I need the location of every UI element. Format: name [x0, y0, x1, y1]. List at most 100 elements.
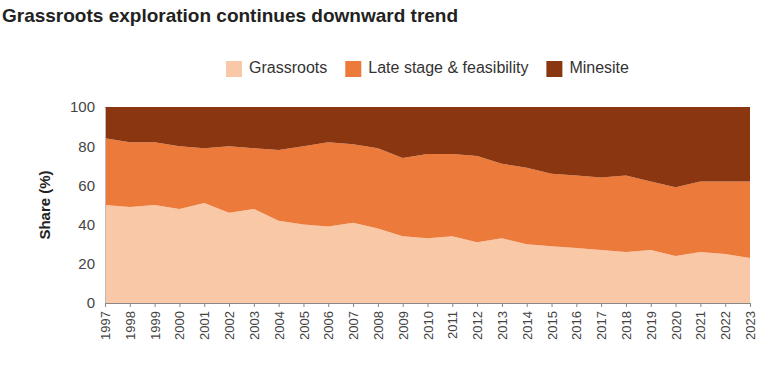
x-tick-mark	[254, 303, 255, 307]
x-tick-mark	[576, 303, 577, 307]
y-tick-label: 80	[78, 138, 95, 155]
x-tick-mark	[626, 303, 627, 307]
x-tick: 2003	[247, 303, 262, 340]
x-tick-mark	[130, 303, 131, 307]
x-tick-mark	[502, 303, 503, 307]
x-tick-label: 2011	[445, 311, 460, 339]
x-tick-label: 2018	[619, 311, 634, 340]
y-tick-label: 20	[78, 255, 95, 272]
x-tick-label: 2013	[495, 311, 510, 340]
legend-label: Late stage & feasibility	[368, 59, 528, 76]
x-tick: 2012	[470, 303, 485, 340]
x-tick-mark	[179, 303, 180, 307]
x-tick-label: 2006	[321, 311, 336, 340]
title: Grassroots exploration continues downwar…	[2, 5, 458, 26]
x-tick: 2009	[396, 303, 411, 340]
x-tick-label: 1998	[123, 311, 138, 340]
x-tick-label: 2009	[396, 311, 411, 340]
legend-swatch	[546, 61, 562, 77]
x-tick: 2010	[421, 303, 436, 340]
x-tick-label: 2010	[421, 311, 436, 340]
x-tick-label: 2019	[644, 311, 659, 340]
x-tick-mark	[477, 303, 478, 307]
x-tick-label: 1997	[98, 311, 113, 340]
x-tick-label: 2021	[693, 311, 708, 340]
x-tick-label: 2017	[594, 311, 609, 340]
x-tick-mark	[403, 303, 404, 307]
x-tick-label: 2001	[197, 311, 212, 340]
x-tick: 2016	[569, 303, 584, 340]
y-axis-line	[105, 108, 106, 304]
x-tick-label: 2023	[743, 311, 758, 340]
y-tick-label: 40	[78, 216, 95, 233]
x-tick-mark	[279, 303, 280, 307]
x-tick-mark	[651, 303, 652, 307]
legend-item: Grassroots	[226, 59, 327, 77]
legend-label: Grassroots	[249, 59, 327, 76]
y-tick-label: 0	[87, 294, 95, 311]
legend-item: Late stage & feasibility	[345, 59, 528, 77]
x-tick: 2023	[743, 303, 758, 340]
x-tick-mark	[725, 303, 726, 307]
x-tick-mark	[328, 303, 329, 307]
x-tick-label: 2007	[346, 311, 361, 340]
areas	[105, 107, 750, 303]
plot: 0 20 40 60 80 100 1997 1998 1999 2000 2001 2002 2003…	[70, 98, 758, 340]
x-tick-label: 2012	[470, 311, 485, 340]
x-tick: 2001	[197, 303, 212, 340]
x-tick: 2017	[594, 303, 609, 340]
x-tick-label: 2004	[272, 311, 287, 340]
x-tick-mark	[303, 303, 304, 307]
legend-swatch	[345, 61, 361, 77]
x-tick: 2007	[346, 303, 361, 340]
x-tick-mark	[750, 303, 751, 307]
x-tick: 2019	[644, 303, 659, 340]
x-tick-mark	[353, 303, 354, 307]
x-tick: 2008	[371, 303, 386, 340]
x-tick-label: 2022	[718, 311, 733, 340]
x-tick-mark	[676, 303, 677, 307]
x-tick: 1999	[148, 303, 163, 340]
x-tick-mark	[452, 303, 453, 307]
x-tick: 2014	[520, 303, 535, 340]
x-tick: 2021	[693, 303, 708, 340]
y-tick: 60	[78, 177, 105, 194]
y-axis: 0 20 40 60 80 100	[70, 98, 106, 311]
x-tick: 2020	[669, 303, 684, 340]
x-tick-label: 2014	[520, 311, 535, 340]
legend-label: Minesite	[569, 59, 629, 76]
y-tick-label: 60	[78, 177, 95, 194]
x-tick: 2002	[222, 303, 237, 340]
x-tick-label: 2005	[297, 311, 312, 340]
x-tick-mark	[527, 303, 528, 307]
x-tick: 2005	[297, 303, 312, 340]
x-tick: 2015	[545, 303, 560, 340]
x-tick: 2022	[718, 303, 733, 340]
x-tick-label: 2015	[545, 311, 560, 340]
chart: Grassroots exploration continues downwar…	[0, 0, 780, 385]
area	[105, 107, 750, 187]
x-tick: 2004	[272, 303, 287, 340]
y-tick: 0	[87, 294, 105, 311]
y-tick: 20	[78, 255, 105, 272]
x-tick: 1998	[123, 303, 138, 340]
x-tick-label: 1999	[148, 311, 163, 340]
y-tick: 80	[78, 138, 105, 155]
x-axis: 1997 1998 1999 2000 2001 2002 2003 2004 2005 2006…	[98, 303, 758, 340]
x-tick-label: 2020	[669, 311, 684, 340]
legend-swatch	[226, 61, 242, 77]
x-tick-mark	[552, 303, 553, 307]
y-axis-title: Share (%)	[36, 170, 53, 239]
legend-item: Minesite	[546, 59, 629, 77]
x-tick: 2018	[619, 303, 634, 340]
x-tick-mark	[428, 303, 429, 307]
y-tick-label: 100	[70, 98, 95, 115]
x-tick: 2011	[445, 303, 460, 339]
x-tick-mark	[229, 303, 230, 307]
x-tick-label: 2002	[222, 311, 237, 340]
x-tick: 2000	[172, 303, 187, 340]
y-tick: 100	[70, 98, 105, 115]
x-tick-mark	[204, 303, 205, 307]
x-tick: 2006	[321, 303, 336, 340]
x-tick: 1997	[98, 303, 113, 340]
